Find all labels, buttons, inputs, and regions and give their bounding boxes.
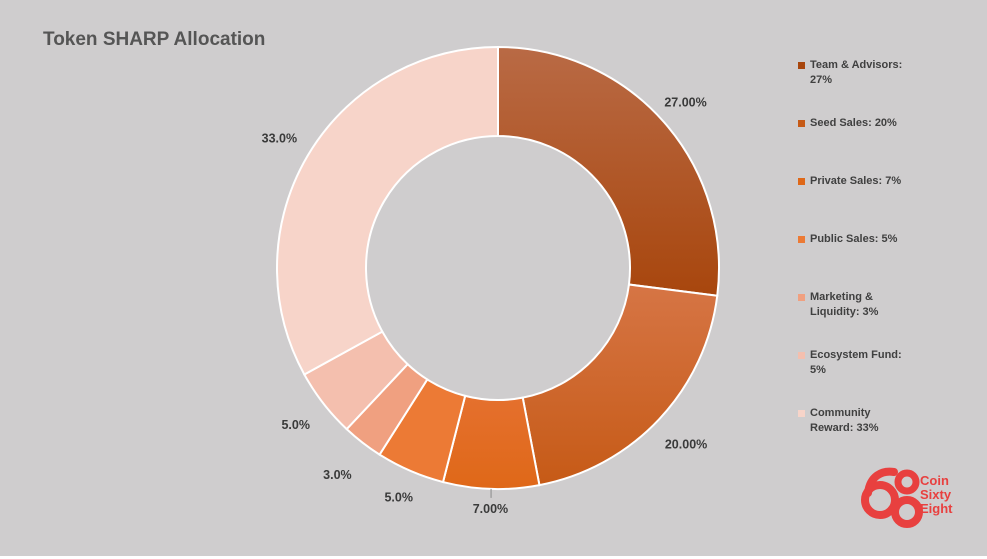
data-label-public-sales: 5.0% <box>384 490 413 504</box>
logo-text: Coin Sixty Eight <box>920 474 953 516</box>
legend: Team & Advisors: 27% Seed Sales: 20% Priva… <box>798 58 928 464</box>
legend-label: Community Reward: 33% <box>810 407 879 434</box>
legend-item-community-reward: Community Reward: 33% <box>798 406 928 464</box>
legend-swatch <box>798 120 805 127</box>
data-label-seed-sales: 20.00% <box>665 438 707 452</box>
data-label-ecosystem-fund: 5.0% <box>281 418 310 432</box>
data-label-community-reward: 33.0% <box>262 132 297 146</box>
legend-label: Ecosystem Fund: 5% <box>810 349 902 376</box>
legend-swatch <box>798 352 805 359</box>
logo-line-sixty: Sixty <box>920 487 952 502</box>
legend-label: Marketing & Liquidity: 3% <box>810 291 879 318</box>
legend-swatch <box>798 236 805 243</box>
legend-label: Team & Advisors: 27% <box>810 59 903 86</box>
chart-title: Token SHARP Allocation <box>43 29 266 50</box>
data-label-private-sales: 7.00% <box>473 502 508 516</box>
logo-line-coin: Coin <box>920 473 949 488</box>
logo-line-eight: Eight <box>920 501 953 516</box>
legend-item-public-sales: Public Sales: 5% <box>798 232 928 290</box>
legend-swatch <box>798 294 805 301</box>
legend-label: Private Sales: 7% <box>810 175 902 187</box>
legend-label: Public Sales: 5% <box>810 233 898 245</box>
legend-item-ecosystem-fund: Ecosystem Fund: 5% <box>798 348 928 406</box>
legend-swatch <box>798 62 805 69</box>
bottom-rule <box>0 556 987 559</box>
slices-group <box>276 45 720 490</box>
legend-item-seed-sales: Seed Sales: 20% <box>798 116 928 174</box>
slice-seed-sales <box>521 283 719 487</box>
labels-group: 27.00% 20.00% 7.00% 5.0% 3.0% 5.0% 33.0% <box>262 96 708 516</box>
legend-item-team-and-advisors: Team & Advisors: 27% <box>798 58 928 116</box>
legend-swatch <box>798 178 805 185</box>
data-label-marketing-and-liquidity: 3.0% <box>323 468 352 482</box>
legend-label: Seed Sales: 20% <box>810 117 897 129</box>
slice-team-and-advisors <box>497 45 720 297</box>
slice-community-reward <box>276 45 499 376</box>
legend-item-marketing-and-liquidity: Marketing & Liquidity: 3% <box>798 290 928 348</box>
legend-item-private-sales: Private Sales: 7% <box>798 174 928 232</box>
legend-swatch <box>798 410 805 417</box>
data-label-team-and-advisors: 27.00% <box>664 96 706 110</box>
coin-sixty-eight-logo <box>861 467 923 528</box>
